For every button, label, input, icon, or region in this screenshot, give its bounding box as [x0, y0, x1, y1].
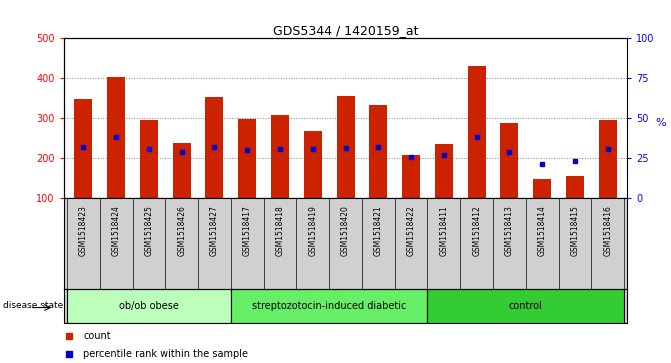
- Text: count: count: [83, 331, 111, 341]
- Bar: [501, 123, 519, 198]
- Bar: [337, 97, 354, 198]
- Bar: [74, 99, 93, 198]
- Bar: [107, 77, 125, 198]
- Bar: [172, 143, 191, 198]
- Text: GSM1518425: GSM1518425: [144, 205, 154, 256]
- Y-axis label: %: %: [655, 118, 666, 128]
- Text: GSM1518421: GSM1518421: [374, 205, 383, 256]
- Text: GSM1518413: GSM1518413: [505, 205, 514, 256]
- Bar: [304, 131, 322, 198]
- Bar: [435, 144, 453, 198]
- Text: control: control: [509, 301, 543, 311]
- Bar: [231, 289, 427, 323]
- Text: GSM1518412: GSM1518412: [472, 205, 481, 256]
- Text: GSM1518427: GSM1518427: [210, 205, 219, 256]
- Bar: [369, 105, 387, 198]
- Title: GDS5344 / 1420159_at: GDS5344 / 1420159_at: [273, 24, 418, 37]
- Text: GSM1518422: GSM1518422: [407, 205, 415, 256]
- Text: ob/ob obese: ob/ob obese: [119, 301, 179, 311]
- Text: GSM1518411: GSM1518411: [440, 205, 448, 256]
- Bar: [238, 119, 256, 198]
- Bar: [468, 66, 486, 198]
- Text: GSM1518415: GSM1518415: [570, 205, 580, 256]
- Bar: [566, 176, 584, 198]
- Text: GSM1518418: GSM1518418: [276, 205, 285, 256]
- Text: GSM1518420: GSM1518420: [341, 205, 350, 256]
- Bar: [402, 155, 420, 198]
- Text: GSM1518424: GSM1518424: [111, 205, 121, 256]
- Text: GSM1518423: GSM1518423: [79, 205, 88, 256]
- Text: percentile rank within the sample: percentile rank within the sample: [83, 349, 248, 359]
- Text: disease state: disease state: [3, 301, 64, 310]
- Text: GSM1518426: GSM1518426: [177, 205, 187, 256]
- Bar: [599, 119, 617, 198]
- Bar: [140, 120, 158, 198]
- Bar: [427, 289, 624, 323]
- Text: GSM1518419: GSM1518419: [308, 205, 317, 256]
- Bar: [205, 97, 223, 198]
- Bar: [67, 289, 231, 323]
- Bar: [533, 179, 551, 198]
- Text: GSM1518417: GSM1518417: [243, 205, 252, 256]
- Bar: [271, 115, 289, 198]
- Text: GSM1518416: GSM1518416: [603, 205, 612, 256]
- Text: GSM1518414: GSM1518414: [537, 205, 547, 256]
- Text: streptozotocin-induced diabetic: streptozotocin-induced diabetic: [252, 301, 407, 311]
